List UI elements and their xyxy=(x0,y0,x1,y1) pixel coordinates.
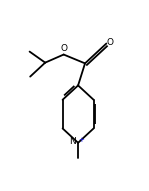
Text: O: O xyxy=(61,44,68,53)
Text: N: N xyxy=(69,137,76,146)
Text: +: + xyxy=(78,137,84,143)
Text: O: O xyxy=(106,38,113,47)
